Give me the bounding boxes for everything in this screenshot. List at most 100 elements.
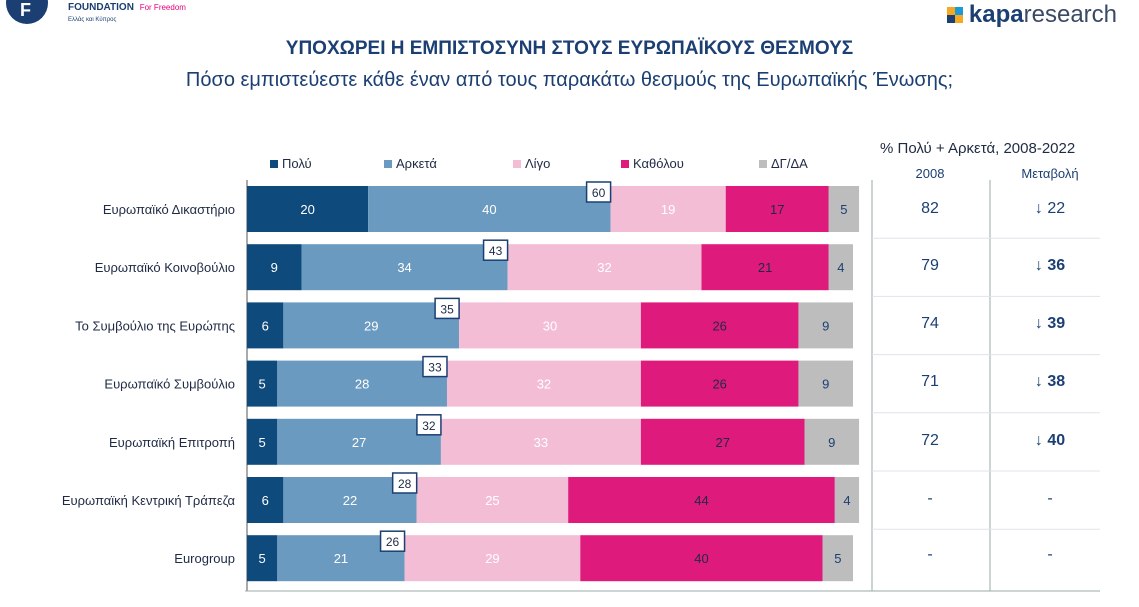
bar-data-label: 26 — [712, 318, 726, 333]
bar-data-label: 25 — [485, 493, 499, 508]
bar-data-label: 4 — [837, 260, 844, 275]
bar-segment — [640, 418, 805, 465]
bar-segment — [416, 477, 569, 523]
category-label: Το Συμβούλιο της Ευρώπης — [75, 318, 235, 333]
bar-segment — [580, 535, 823, 582]
bar-data-label: 6 — [262, 318, 269, 333]
legend-item-poly: Πολύ — [270, 156, 312, 171]
total-callout-box — [434, 297, 460, 320]
total-callout-box — [585, 181, 612, 203]
bar-data-label: 5 — [834, 551, 841, 566]
bar-data-label: 9 — [822, 377, 829, 392]
bar-segment — [440, 418, 641, 465]
chart-title: ΥΠΟΧΩΡΕΙ Η ΕΜΠΙΣΤΟΣΥΝΗ ΣΤΟΥΣ ΕΥΡΩΠΑΪΚΟΥΣ… — [285, 38, 854, 59]
legend-swatch — [759, 159, 767, 168]
side-table-title: % Πολύ + Αρκετά, 2008-2022 — [880, 140, 1076, 157]
bar-data-label: 5 — [259, 377, 266, 392]
bar-segment — [507, 244, 702, 291]
kapa-logo-bold: kapa — [968, 1, 1024, 28]
total-callout-label: 60 — [592, 186, 606, 200]
total-callout-label: 43 — [489, 244, 503, 258]
legend-label: ΔΓ/ΔΑ — [771, 156, 808, 171]
bar-data-label: 29 — [485, 551, 499, 566]
bar-data-label: 27 — [352, 435, 366, 450]
chart-subtitle: Πόσο εμπιστεύεστε κάθε έναν από τους παρ… — [185, 69, 954, 91]
bar-data-label: 22 — [343, 493, 357, 508]
side-table-change-cell: - — [1047, 546, 1053, 563]
category-label: Ευρωπαϊκό Κοινοβούλιο — [95, 260, 235, 275]
bar-segment — [446, 360, 641, 407]
side-table-change-cell: ↓ 38 — [1034, 373, 1066, 390]
bar-segment — [834, 477, 860, 523]
total-callout-box — [379, 530, 406, 552]
bar-segment — [828, 186, 860, 232]
bar-segment — [247, 302, 284, 349]
category-label: Eurogroup — [174, 551, 235, 566]
side-table-2008-cell: 74 — [921, 315, 939, 332]
side-table-change-cell: ↓ 39 — [1034, 315, 1066, 332]
foundation-logo-region: Ελλάς και Κύπρος — [68, 17, 117, 23]
total-callout-box — [482, 239, 509, 261]
bar-data-label: 6 — [262, 493, 269, 508]
bar-data-label: 5 — [259, 435, 266, 450]
side-table-change-cell: ↓ 22 — [1034, 200, 1066, 217]
legend-label: Πολύ — [282, 156, 312, 171]
side-table-2008-cell: 79 — [921, 257, 939, 274]
foundation-logo: F FOUNDATION For Freedom Ελλάς και Κύπρο… — [0, 0, 200, 32]
bar-data-label: 32 — [537, 377, 551, 392]
bar-segment — [725, 186, 829, 232]
foundation-logo-tagline: For Freedom — [139, 3, 186, 12]
bar-segment — [798, 302, 853, 349]
bar-data-label: 33 — [534, 435, 548, 450]
bar-segment — [247, 360, 278, 407]
legend-swatch — [621, 159, 629, 168]
total-callout-label: 32 — [422, 419, 436, 433]
legend-swatch — [384, 159, 392, 168]
side-table-2008-cell: 72 — [921, 432, 939, 449]
category-label: Ευρωπαϊκή Επιτροπή — [109, 435, 235, 450]
bar-data-label: 29 — [364, 318, 378, 333]
legend-label: Καθόλου — [633, 156, 684, 171]
total-callout-box — [416, 414, 442, 436]
kapa-logo-rest: research — [1023, 1, 1117, 28]
legend-swatch — [270, 159, 278, 168]
bar-segment — [701, 244, 829, 291]
total-callout-label: 28 — [398, 477, 412, 491]
bar-segment — [798, 360, 853, 407]
legend-item-dg-da: ΔΓ/ΔΑ — [759, 156, 808, 171]
category-label: Ευρωπαϊκή Κεντρική Τράπεζα — [62, 493, 236, 508]
legend-item-katholou: Καθόλου — [621, 156, 684, 171]
total-callout-label: 35 — [440, 302, 454, 316]
bar-segment — [247, 477, 284, 523]
bar-segment — [828, 244, 853, 291]
side-table-col-2008: 2008 — [915, 166, 945, 181]
bar-segment — [640, 360, 799, 407]
bar-data-label: 17 — [770, 202, 784, 217]
side-table-change-cell: ↓ 36 — [1034, 257, 1066, 274]
bar-data-label: 21 — [758, 260, 772, 275]
side-table-2008-cell: 82 — [921, 200, 939, 217]
bar-segment — [301, 244, 508, 291]
bar-segment — [804, 418, 860, 465]
total-callout-box — [422, 355, 448, 378]
bar-data-label: 40 — [694, 551, 708, 566]
bar-segment — [247, 418, 278, 465]
bar-segment — [247, 186, 369, 232]
bar-segment — [822, 535, 853, 582]
bar-segment — [568, 477, 835, 523]
bar-segment — [277, 418, 441, 465]
legend-label: Λίγο — [525, 156, 551, 171]
bar-data-label: 34 — [397, 260, 411, 275]
bar-data-label: 20 — [300, 202, 314, 217]
bar-data-label: 28 — [355, 377, 369, 392]
bar-segment — [610, 186, 726, 232]
kapa-research-logo: kapa research — [946, 0, 1117, 30]
bar-segment — [247, 535, 278, 582]
bar-segment — [277, 360, 447, 407]
side-table-2008-cell: - — [927, 546, 933, 563]
total-callout-box — [391, 472, 418, 494]
bar-data-label: 9 — [828, 435, 835, 450]
bar-data-label: 9 — [271, 260, 278, 275]
side-table-2008-cell: - — [927, 490, 933, 507]
